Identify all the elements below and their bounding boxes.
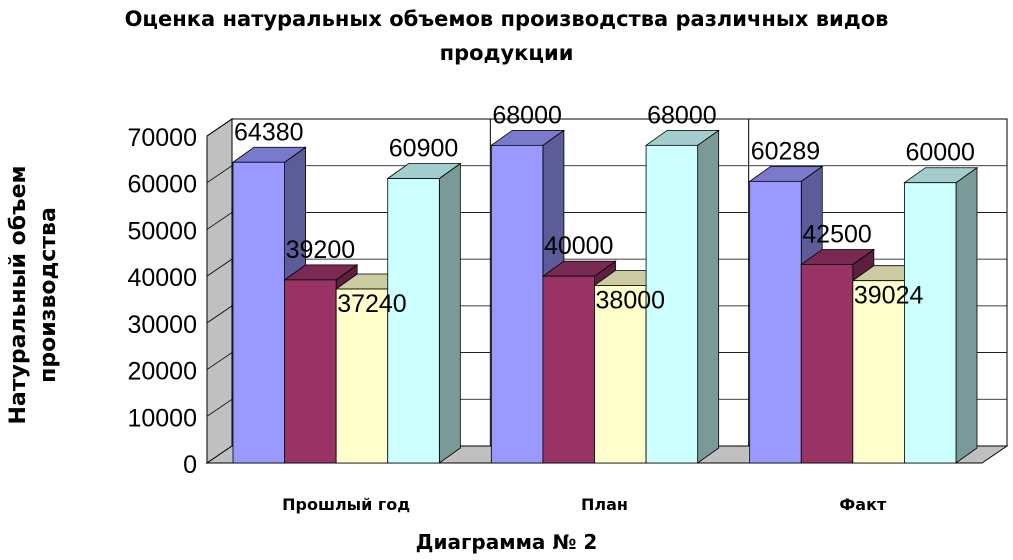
data-label: 37240	[337, 290, 407, 318]
bar	[232, 161, 285, 464]
y-axis-title-line-2: производства	[36, 207, 61, 383]
bar-side	[697, 129, 720, 464]
data-label: 68000	[492, 101, 562, 129]
side-wall	[206, 118, 233, 464]
gridline-side	[206, 398, 233, 417]
bar-side	[955, 166, 978, 464]
y-tick-label: 0	[183, 451, 197, 479]
y-tick-label: 30000	[127, 311, 197, 339]
bar	[852, 280, 905, 464]
x-tick-label: Факт	[839, 495, 887, 514]
data-label: 60900	[389, 135, 459, 163]
y-tick-label: 50000	[127, 217, 197, 245]
chart-title-line-2: продукции	[439, 41, 574, 65]
data-label: 38000	[596, 286, 666, 314]
y-tick-label: 20000	[127, 358, 197, 386]
data-label: 39200	[286, 236, 356, 264]
bar	[904, 182, 957, 464]
chart-caption: Диаграмма № 2	[415, 530, 598, 554]
y-axis-title-line-1: Натуральный объем	[6, 165, 31, 425]
data-label: 40000	[544, 232, 614, 260]
y-tick-label: 10000	[127, 404, 197, 432]
bar	[490, 144, 544, 464]
x-tick-label: План	[581, 495, 628, 514]
x-tick-label: Прошлый год	[282, 495, 410, 514]
bar	[800, 264, 854, 464]
data-label: 64380	[234, 118, 304, 146]
bar-side	[438, 162, 461, 464]
chart-title-line-1: Оценка натуральных объемов производства …	[124, 7, 889, 31]
data-label: 60000	[905, 139, 975, 167]
data-label: 42500	[802, 220, 872, 248]
y-tick-label: 60000	[127, 171, 197, 199]
gridline-side	[206, 258, 233, 277]
gridline-side	[206, 165, 233, 184]
data-label: 60289	[751, 137, 821, 165]
bar	[594, 285, 647, 464]
data-label: 39024	[854, 282, 924, 310]
bar	[749, 180, 802, 464]
gridline-side	[206, 305, 233, 324]
bar	[542, 275, 595, 464]
data-label: 68000	[647, 101, 717, 129]
y-tick-label: 40000	[127, 264, 197, 292]
chart-title: Оценка натуральных объемов производства …	[0, 2, 1013, 70]
gridline-side	[206, 352, 233, 370]
bar	[645, 144, 699, 464]
bar	[284, 279, 337, 464]
y-tick-label: 70000	[127, 124, 197, 152]
bar	[387, 178, 440, 464]
gridline-side	[206, 212, 233, 230]
gridline-side	[206, 118, 233, 137]
